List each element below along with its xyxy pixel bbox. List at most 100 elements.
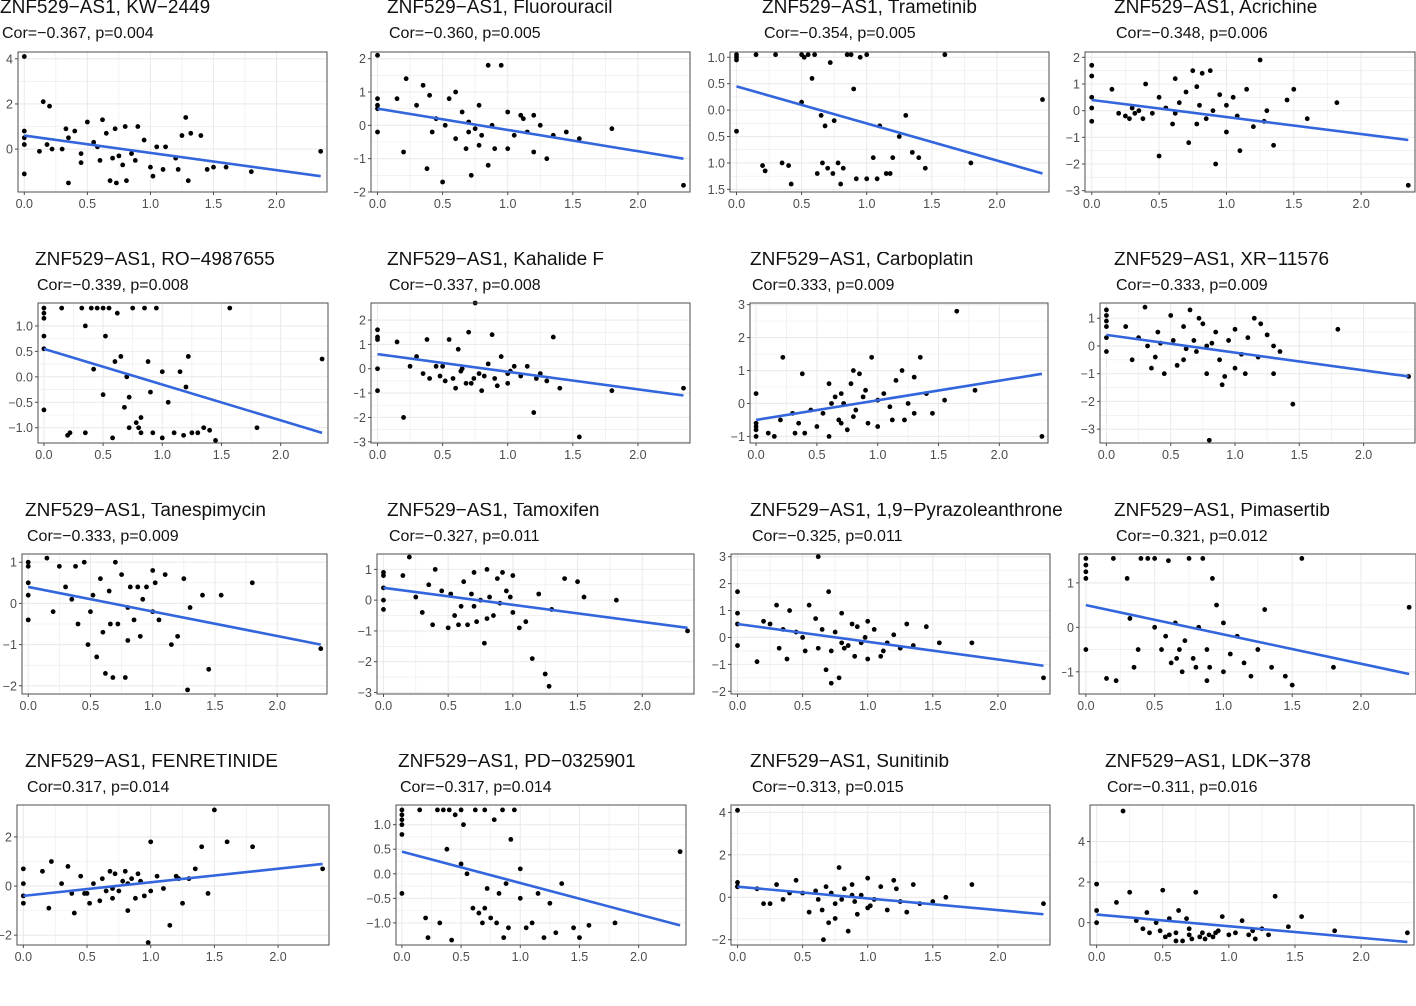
data-point — [1230, 94, 1236, 100]
data-point — [91, 366, 97, 372]
data-point — [1304, 116, 1310, 122]
data-point — [100, 117, 105, 123]
data-point — [517, 866, 523, 872]
y-tick-label: −3 — [354, 435, 366, 449]
y-tick-label: 2 — [738, 331, 745, 345]
data-point — [1264, 108, 1270, 114]
data-point — [836, 417, 842, 423]
data-point — [735, 643, 740, 648]
data-point — [439, 588, 445, 594]
panel-correlation: Cor=−0.317, p=0.014 — [400, 779, 552, 796]
data-point — [446, 337, 452, 342]
data-point — [553, 930, 559, 936]
data-point — [401, 149, 406, 155]
data-point — [767, 621, 773, 627]
data-point — [124, 178, 129, 184]
data-point — [508, 836, 514, 842]
x-tick-label: 1.5 — [1285, 197, 1302, 211]
data-point — [1277, 349, 1283, 354]
y-tick-label: 0.0 — [16, 370, 33, 384]
data-point — [427, 376, 432, 381]
x-tick-label: 1.5 — [206, 950, 223, 964]
data-point — [485, 162, 491, 168]
data-point — [1183, 89, 1189, 95]
data-point — [510, 610, 516, 615]
plot-area: 0.0 0.5 1.0 1.5 2.0 2 1 0 −1 −2 −3 — [1066, 51, 1416, 211]
data-point — [1213, 329, 1219, 335]
data-point — [135, 871, 141, 877]
data-point — [59, 146, 65, 152]
x-tick-label: 1.5 — [1291, 448, 1308, 462]
y-tick-label: −1 — [731, 430, 745, 444]
x-tick-label: 1.0 — [144, 699, 161, 713]
y-tick-label: 0 — [359, 362, 366, 376]
data-point — [753, 52, 759, 58]
data-point — [195, 430, 201, 436]
data-point — [891, 632, 897, 638]
data-point — [826, 589, 832, 595]
data-point — [544, 156, 550, 162]
data-point — [1197, 102, 1202, 108]
scatter-panel: ZNF529−AS1, XR−11576 Cor=−0.333, p=0.009 0… — [1062, 252, 1416, 504]
data-point — [1083, 556, 1089, 561]
scatter-panel: ZNF529−AS1, PD−0325901 Cor=−0.317, p=0.01… — [354, 754, 708, 1006]
data-point — [505, 146, 511, 152]
data-point — [1187, 307, 1193, 313]
y-tick-label: −1.0 — [8, 421, 33, 435]
data-point — [1331, 664, 1336, 670]
data-point — [154, 873, 160, 879]
y-tick-label: −0.5 — [8, 396, 33, 410]
data-point — [1207, 68, 1213, 74]
regression-line — [27, 585, 322, 646]
data-point — [1194, 121, 1200, 127]
data-point — [375, 102, 380, 108]
data-point — [496, 891, 502, 896]
panel-correlation: Cor=−0.367, p=0.004 — [2, 25, 154, 42]
data-point — [204, 167, 210, 172]
data-point — [112, 871, 118, 877]
panel-correlation: Cor=−0.313, p=0.015 — [752, 779, 904, 796]
data-point — [433, 363, 439, 369]
data-point — [494, 920, 500, 926]
data-point — [50, 609, 56, 615]
data-point — [122, 675, 128, 680]
data-point — [141, 893, 147, 899]
data-point — [145, 940, 151, 945]
y-tick-label: 1 — [359, 86, 366, 100]
data-point — [1255, 647, 1261, 652]
data-point — [375, 52, 380, 58]
data-point — [381, 573, 386, 578]
panel-title: ZNF529−AS1, Sunitinib — [750, 754, 950, 772]
x-tick-label: 1.0 — [499, 197, 516, 211]
y-tick-label: 0 — [1088, 339, 1095, 353]
regression-line — [737, 622, 1044, 668]
data-point — [400, 573, 406, 578]
x-tick-label: 1.0 — [1220, 950, 1237, 964]
data-point — [453, 136, 459, 142]
data-point — [1246, 932, 1252, 938]
data-point — [168, 642, 174, 647]
data-point — [969, 882, 975, 887]
data-point — [1109, 86, 1115, 92]
data-point — [904, 909, 910, 915]
data-point — [529, 656, 535, 662]
data-point — [1114, 899, 1119, 905]
data-point — [1184, 916, 1189, 922]
plot-area: 0.0 0.5 1.0 1.5 2.0 1.0 0.5 0.0 −0.5 −1.0 — [366, 804, 687, 964]
x-tick-label: 1.0 — [858, 197, 875, 211]
regression-line — [23, 862, 323, 898]
data-point — [481, 373, 487, 379]
x-tick-label: 0.0 — [375, 699, 392, 713]
data-point — [1129, 357, 1135, 363]
data-point — [1181, 324, 1186, 329]
data-point — [59, 305, 65, 311]
x-tick-label: 1.0 — [1226, 448, 1243, 462]
x-tick-label: 0.5 — [434, 197, 451, 211]
data-point — [501, 935, 507, 941]
y-tick-label: 2 — [359, 314, 366, 328]
y-tick-label: 0.5 — [16, 345, 33, 359]
x-tick-label: 1.5 — [564, 448, 581, 462]
data-point — [848, 381, 854, 387]
data-point — [813, 616, 819, 622]
data-point — [142, 305, 147, 311]
